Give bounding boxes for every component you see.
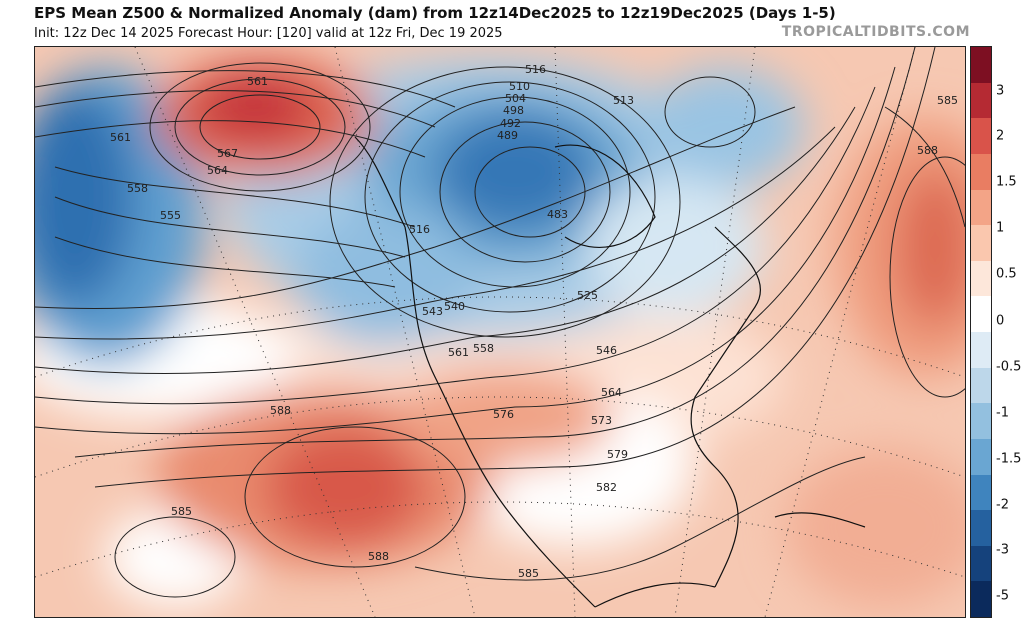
contour-label: 585	[171, 505, 192, 518]
contour-label: 483	[547, 208, 568, 221]
contour-label: 558	[473, 342, 494, 355]
colorbar-tick-label: 1.5	[996, 174, 1017, 190]
colorbar-segment	[971, 474, 991, 511]
colorbar-tick-label: 0	[996, 313, 1005, 329]
colorbar-segment	[971, 47, 991, 83]
contour-label: 567	[217, 147, 238, 160]
colorbar-segment	[971, 367, 991, 404]
contour-label: 525	[577, 289, 598, 302]
colorbar-segment	[971, 82, 991, 119]
contour-label: 585	[518, 567, 539, 580]
colorbar-segment	[971, 581, 991, 617]
anomaly-map: 561 567 564 561 558 555 516 510 504 498 …	[34, 46, 966, 618]
colorbar-segment	[971, 545, 991, 582]
colorbar-tick-label: 0.5	[996, 266, 1017, 282]
colorbar-segment	[971, 296, 991, 332]
source-credit: TROPICALTIDBITS.COM	[781, 24, 970, 40]
coastlines	[354, 136, 866, 608]
contour-label: 489	[497, 129, 518, 142]
colorbar-tick-label: 1	[996, 220, 1005, 236]
chart-title: EPS Mean Z500 & Normalized Anomaly (dam)…	[34, 4, 836, 22]
colorbar-segment	[971, 118, 991, 154]
contour-label: 555	[160, 209, 181, 222]
colorbar-tick-label: 3	[996, 83, 1005, 99]
colorbar-tick-label: -0.5	[996, 359, 1022, 375]
colorbar-tick-label: -1.5	[996, 451, 1022, 467]
contour-label: 492	[500, 117, 521, 130]
colorbar-tick-label: 2	[996, 128, 1005, 144]
map-svg: 561 567 564 561 558 555 516 510 504 498 …	[35, 47, 965, 617]
contour-label: 588	[368, 550, 389, 563]
contour-label: 585	[937, 94, 958, 107]
colorbar-segment	[971, 153, 991, 190]
contour-label: 576	[493, 408, 514, 421]
colorbar-segment	[971, 403, 991, 439]
contour-label: 564	[207, 164, 228, 177]
contour-label: 510	[509, 80, 530, 93]
contour-label: 582	[596, 481, 617, 494]
height-contours	[35, 47, 965, 598]
colorbar-tick-label: -5	[996, 588, 1009, 604]
contour-label: 561	[448, 346, 469, 359]
contour-label: 564	[601, 386, 622, 399]
colorbar-segment	[971, 332, 991, 368]
colorbar-segment	[971, 510, 991, 546]
contour-label: 588	[917, 144, 938, 157]
anomaly-shading	[35, 57, 965, 607]
contour-label: 579	[607, 448, 628, 461]
contour-label: 516	[525, 63, 546, 76]
graticule	[35, 47, 965, 617]
colorbar-segment	[971, 189, 991, 226]
colorbar-segment	[971, 260, 991, 297]
colorbar-tick-label: -2	[996, 497, 1009, 513]
contour-label: 516	[409, 223, 430, 236]
colorbar	[970, 46, 992, 618]
contour-label: 588	[270, 404, 291, 417]
colorbar-segment	[971, 438, 991, 475]
contour-label: 558	[127, 182, 148, 195]
contour-label: 546	[596, 344, 617, 357]
contour-label: 540	[444, 300, 465, 313]
contour-label: 498	[503, 104, 524, 117]
contour-label: 543	[422, 305, 443, 318]
contour-labels: 561 567 564 561 558 555 516 510 504 498 …	[110, 63, 958, 580]
colorbar-segment	[971, 225, 991, 261]
contour-label: 561	[110, 131, 131, 144]
contour-label: 513	[613, 94, 634, 107]
colorbar-tick-label: -1	[996, 405, 1009, 421]
chart-subtitle: Init: 12z Dec 14 2025 Forecast Hour: [12…	[34, 26, 503, 41]
colorbar-tick-label: -3	[996, 542, 1009, 558]
contour-label: 504	[505, 92, 526, 105]
contour-label: 561	[247, 75, 268, 88]
contour-label: 573	[591, 414, 612, 427]
